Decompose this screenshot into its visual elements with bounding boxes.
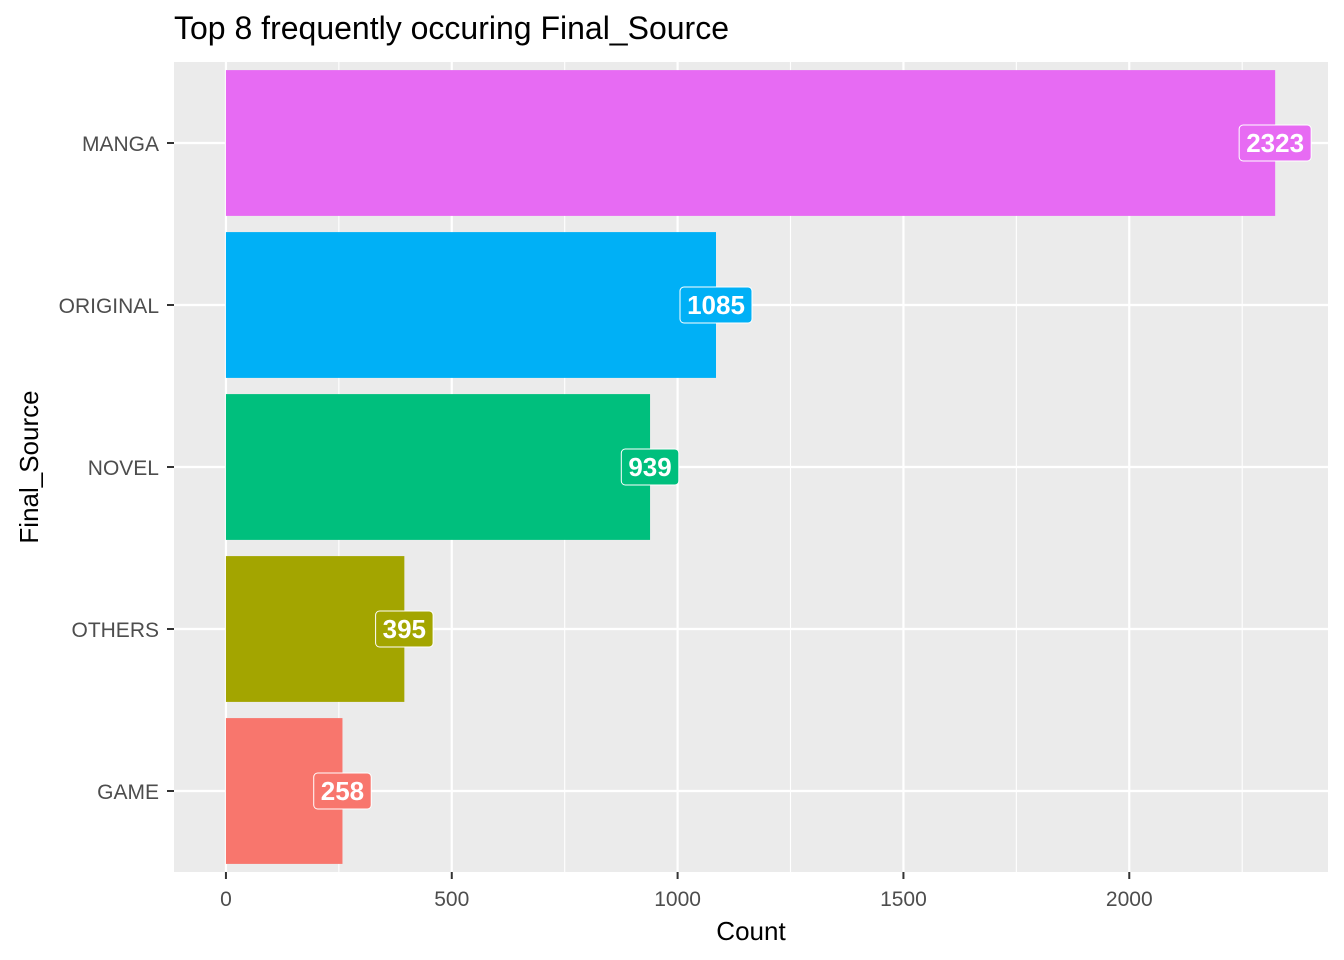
x-tick-label: 0 bbox=[220, 888, 232, 911]
data-label: 1085 bbox=[687, 290, 745, 320]
bar-others bbox=[225, 556, 405, 702]
data-label: 395 bbox=[383, 614, 426, 644]
x-axis-title: Count bbox=[716, 916, 786, 946]
chart-title: Top 8 frequently occuring Final_Source bbox=[174, 10, 729, 46]
x-axis: 0 500 1000 1500 2000 bbox=[220, 872, 1153, 911]
y-tick-label: GAME bbox=[97, 781, 159, 804]
x-tick-label: 1500 bbox=[880, 888, 927, 911]
y-tick-label: NOVEL bbox=[88, 457, 159, 480]
y-axis: MANGA ORIGINAL NOVEL OTHERS GAME bbox=[59, 133, 174, 804]
y-tick-label: OTHERS bbox=[71, 619, 159, 642]
bar-original bbox=[225, 232, 716, 378]
y-axis-title: Final_Source bbox=[14, 390, 44, 543]
x-tick-label: 1000 bbox=[654, 888, 701, 911]
data-label: 258 bbox=[321, 776, 364, 806]
x-tick-label: 500 bbox=[434, 888, 469, 911]
data-label-box bbox=[313, 772, 372, 810]
bar-novel bbox=[225, 394, 651, 540]
data-label-box bbox=[679, 286, 753, 324]
bar-manga bbox=[225, 70, 1276, 216]
data-label-box bbox=[620, 448, 680, 486]
x-tick-label: 2000 bbox=[1106, 888, 1153, 911]
y-tick-label: MANGA bbox=[82, 133, 159, 156]
data-label: 939 bbox=[628, 452, 671, 482]
data-labels: 2323 1085 939 395 258 bbox=[313, 124, 1312, 810]
data-label-box bbox=[375, 610, 434, 648]
y-tick-label: ORIGINAL bbox=[59, 295, 159, 318]
data-label-box bbox=[1238, 124, 1312, 162]
bars bbox=[225, 70, 1276, 864]
data-label: 2323 bbox=[1246, 128, 1304, 158]
